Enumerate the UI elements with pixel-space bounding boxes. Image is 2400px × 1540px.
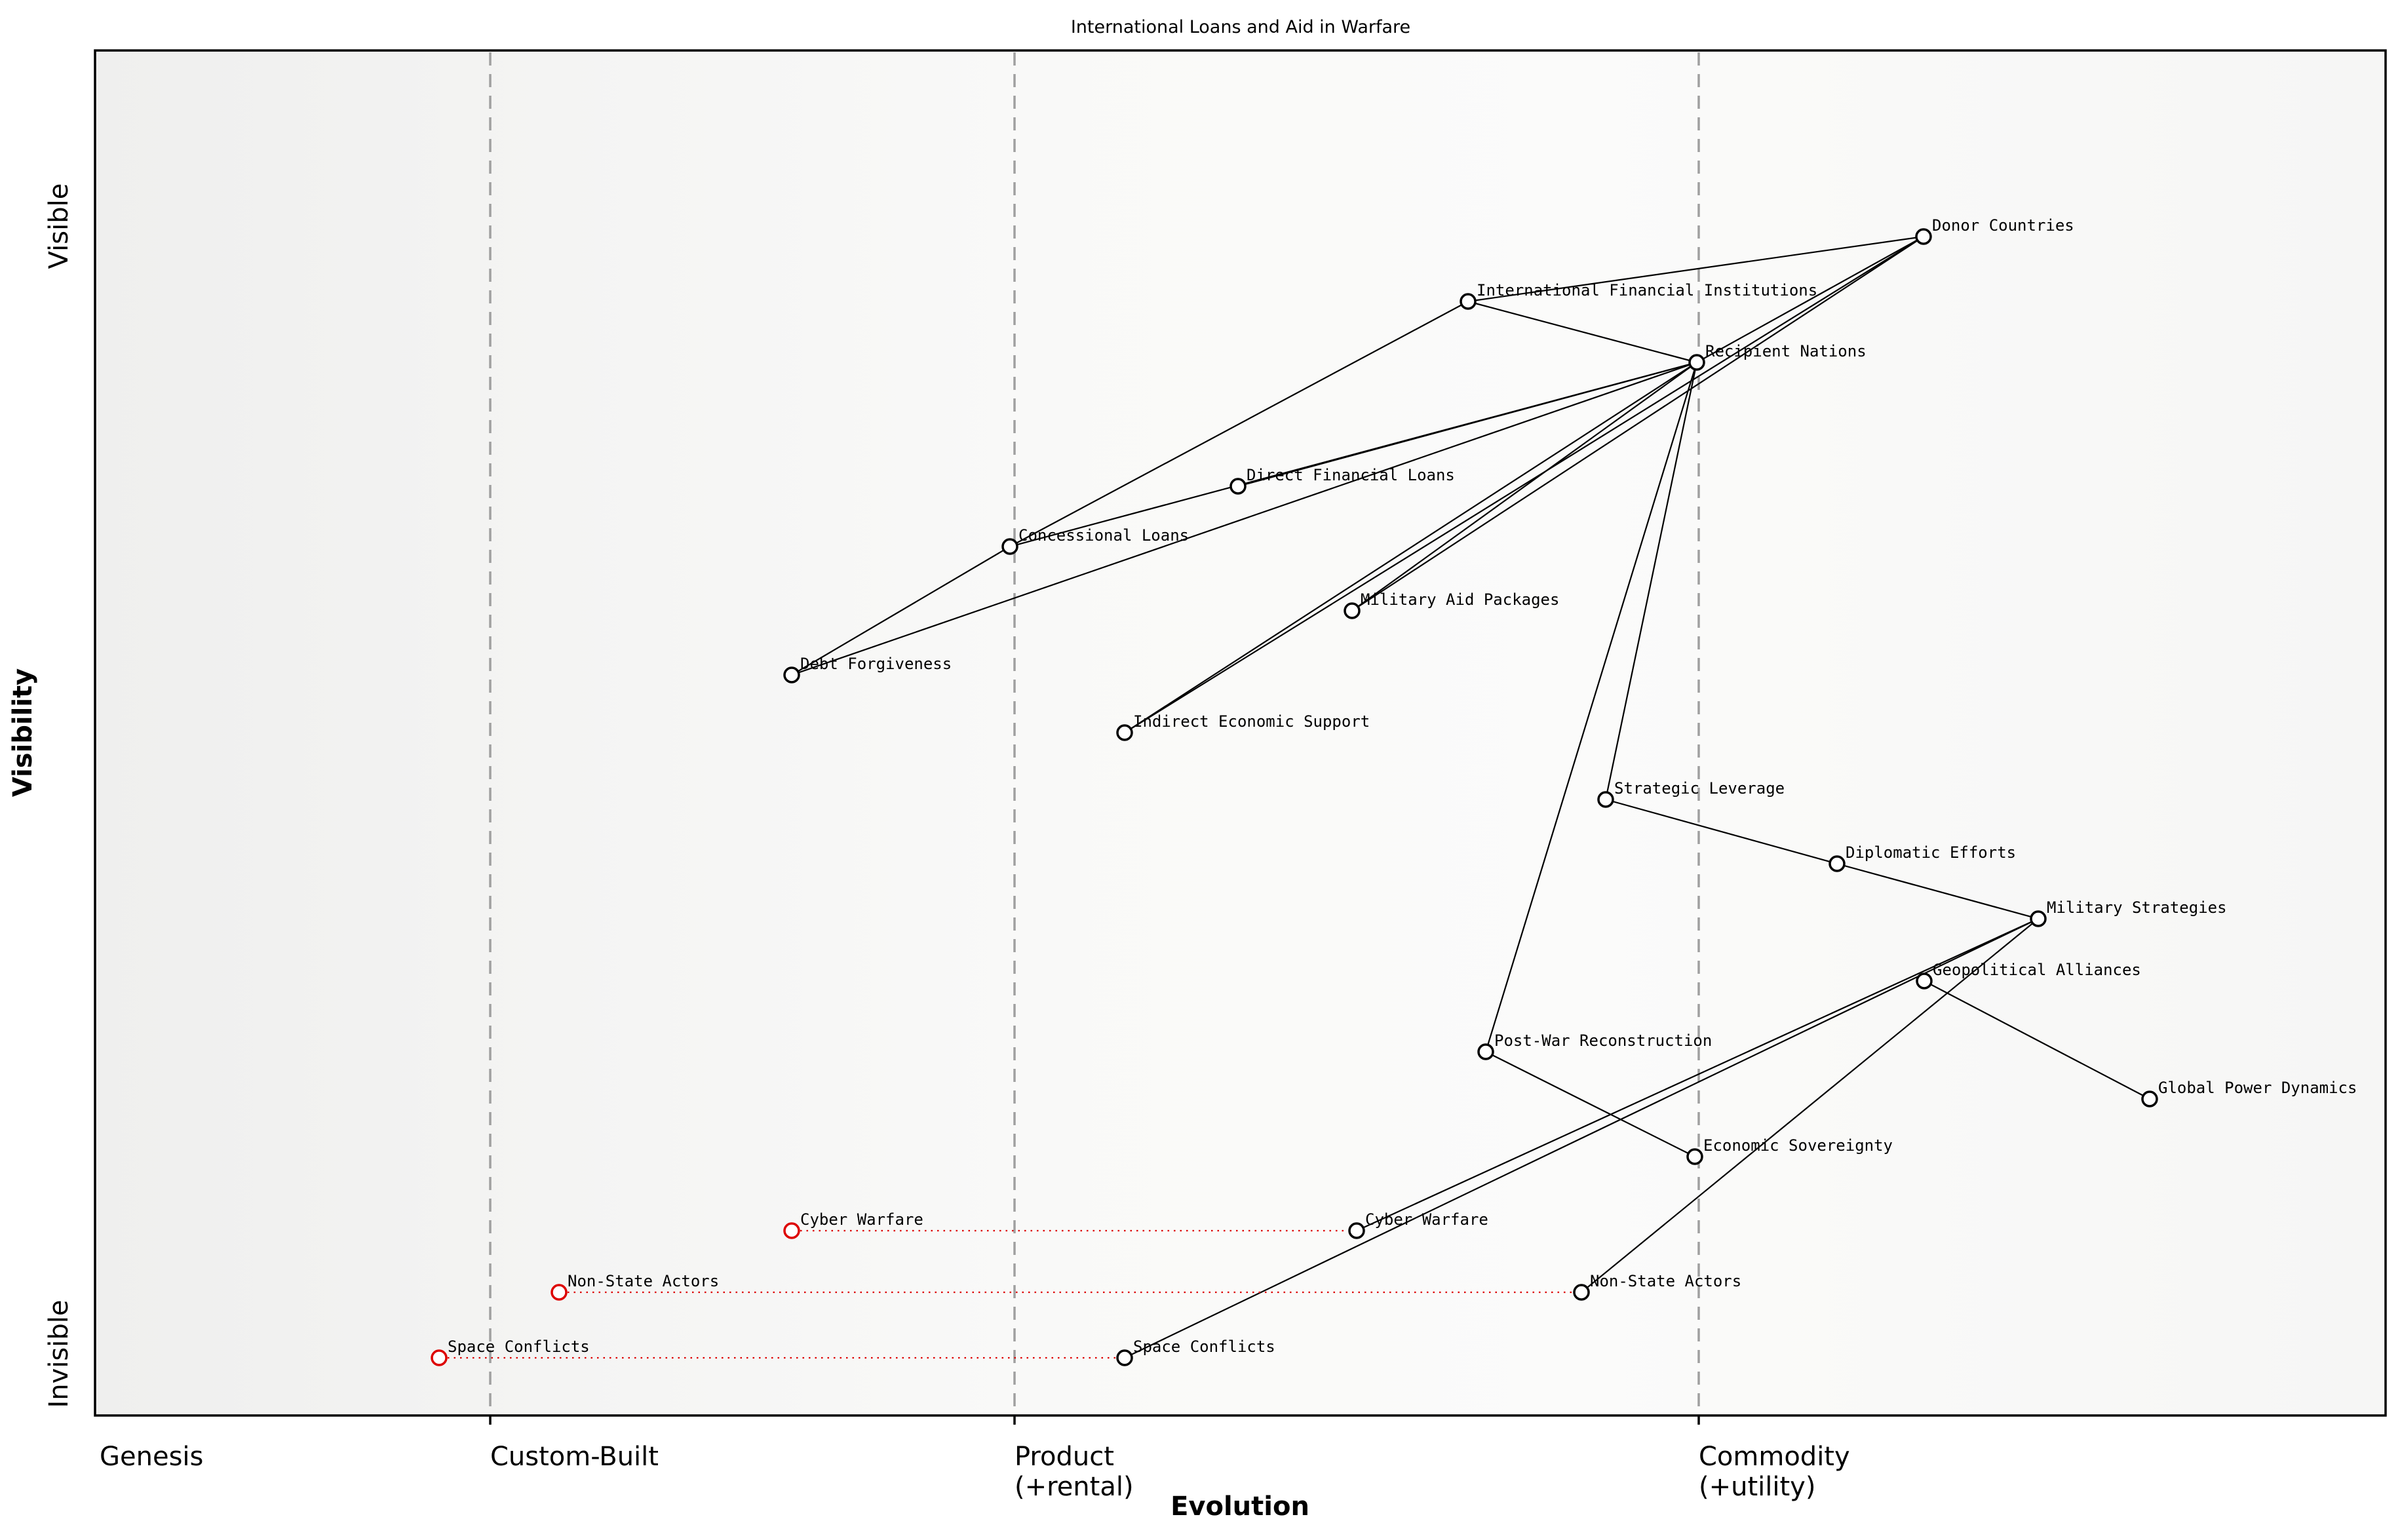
node-label-space-conflicts-inertia: Space Conflicts — [448, 1338, 590, 1356]
node-label-donor-countries: Donor Countries — [1932, 216, 2074, 235]
edge-recipient-nations--post-war-reconstruction — [1484, 362, 1698, 1052]
node-military-aid-packages — [1344, 602, 1361, 619]
node-label-layer: Donor Countries International Financial I… — [448, 216, 2357, 1356]
node-intl-financial-institutions — [1460, 293, 1477, 310]
edge-recipient-nations--concessional-loans — [1009, 361, 1697, 548]
edge-donor-countries--military-aid-packages — [1351, 236, 1924, 611]
node-label-global-power-dynamics: Global Power Dynamics — [2158, 1079, 2357, 1097]
edge-donor-countries--recipient-nations — [1696, 236, 1924, 363]
chart-title: International Loans and Aid in Warfare — [1071, 17, 1410, 37]
node-label-military-aid-packages: Military Aid Packages — [1361, 590, 1559, 609]
edge-military-strategies--space-conflicts — [1124, 918, 2039, 1358]
node-global-power-dynamics — [2141, 1090, 2158, 1107]
edge-post-war-reconstruction--economic-sovereignty — [1485, 1051, 1695, 1157]
node-recipient-nations — [1688, 354, 1705, 371]
y-axis-title: Visibility — [8, 668, 38, 797]
x-tick-label-commodity: Commodity (+utility) — [1699, 1442, 1850, 1502]
y-axis-visible-label: Visible — [44, 183, 74, 269]
edge-strategic-leverage--diplomatic-efforts — [1605, 798, 1838, 865]
x-tick-label-line: (+rental) — [1015, 1472, 1134, 1502]
edge-recipient-nations--military-aid-packages — [1351, 362, 1697, 611]
node-diplomatic-efforts — [1829, 855, 1846, 872]
node-label-post-war-reconstruction: Post-War Reconstruction — [1494, 1031, 1712, 1050]
edge-recipient-nations--indirect-economic-support — [1124, 362, 1697, 733]
x-tick-label-line: Genesis — [100, 1442, 203, 1472]
node-indirect-economic-support — [1116, 724, 1133, 741]
x-tick-label-line: Commodity — [1699, 1442, 1850, 1472]
x-tick-label-line: (+utility) — [1699, 1472, 1815, 1502]
node-label-military-strategies: Military Strategies — [2047, 898, 2227, 917]
node-economic-sovereignty — [1686, 1148, 1703, 1165]
x-tick-label-line: Product — [1015, 1442, 1114, 1472]
edge-military-strategies--non-state-actors — [1581, 918, 2039, 1293]
node-label-intl-financial-institutions: International Financial Institutions — [1477, 281, 1817, 299]
node-label-direct-financial-loans: Direct Financial Loans — [1247, 466, 1455, 484]
tick-layer — [489, 1415, 1700, 1425]
x-tick-label-product: Product (+rental) — [1015, 1442, 1134, 1502]
node-post-war-reconstruction — [1477, 1043, 1494, 1060]
node-label-indirect-economic-support: Indirect Economic Support — [1133, 712, 1370, 731]
node-concessional-loans — [1001, 538, 1018, 555]
node-layer — [431, 228, 2158, 1366]
node-label-debt-forgiveness: Debt Forgiveness — [800, 655, 952, 673]
tick-label-layer: Genesis Custom-Built Product (+rental) Commo… — [100, 1442, 1850, 1502]
node-space-conflicts — [1116, 1349, 1133, 1366]
node-label-space-conflicts: Space Conflicts — [1133, 1338, 1275, 1356]
y-axis-invisible-label: Invisible — [44, 1300, 74, 1408]
node-military-strategies — [2030, 910, 2047, 927]
node-geopolitical-alliances — [1916, 972, 1933, 990]
node-direct-financial-loans — [1229, 478, 1247, 495]
edge-donor-countries--indirect-economic-support — [1124, 236, 1924, 733]
node-non-state-actors-inertia — [551, 1284, 568, 1301]
node-label-geopolitical-alliances: Geopolitical Alliances — [1933, 961, 2141, 979]
node-label-economic-sovereignty: Economic Sovereignty — [1703, 1136, 1893, 1155]
edge-recipient-nations--debt-forgiveness — [791, 361, 1697, 676]
gridline-layer — [489, 52, 1700, 1414]
node-debt-forgiveness — [783, 666, 800, 683]
edge-recipient-nations--strategic-leverage — [1604, 362, 1698, 800]
node-label-cyber-warfare: Cyber Warfare — [1365, 1210, 1488, 1229]
x-tick-label-line: Custom-Built — [490, 1442, 659, 1472]
edge-intl-financial-institutions--concessional-loans — [1009, 301, 1469, 547]
node-label-non-state-actors: Non-State Actors — [1590, 1272, 1741, 1290]
node-label-cyber-warfare-inertia: Cyber Warfare — [800, 1210, 923, 1229]
edge-concessional-loans--debt-forgiveness — [791, 546, 1011, 676]
edge-layer — [791, 235, 2150, 1358]
x-tick-label-custom-built: Custom-Built — [490, 1442, 659, 1472]
node-label-non-state-actors-inertia: Non-State Actors — [568, 1272, 719, 1290]
edge-military-strategies--cyber-warfare — [1356, 917, 2039, 1232]
edge-diplomatic-efforts--military-strategies — [1836, 862, 2039, 920]
node-label-recipient-nations: Recipient Nations — [1705, 342, 1867, 360]
node-label-diplomatic-efforts: Diplomatic Efforts — [1846, 843, 2016, 862]
node-strategic-leverage — [1597, 791, 1614, 808]
node-donor-countries — [1915, 228, 1932, 245]
node-cyber-warfare — [1348, 1222, 1365, 1239]
node-space-conflicts-inertia — [431, 1349, 448, 1366]
node-non-state-actors — [1573, 1284, 1590, 1301]
plot-area — [94, 49, 2387, 1417]
movement-layer — [448, 1229, 1573, 1359]
node-label-strategic-leverage: Strategic Leverage — [1614, 779, 1785, 798]
edge-geopolitical-alliances--global-power-dynamics — [1924, 980, 2150, 1100]
node-label-concessional-loans: Concessional Loans — [1018, 526, 1189, 545]
edge-donor-countries--intl-financial-institutions — [1467, 235, 1924, 303]
x-axis-title: Evolution — [1171, 1492, 1309, 1522]
edge-intl-financial-institutions--recipient-nations — [1467, 300, 1697, 364]
node-cyber-warfare-inertia — [783, 1222, 800, 1239]
x-tick-label-genesis: Genesis — [100, 1442, 203, 1472]
